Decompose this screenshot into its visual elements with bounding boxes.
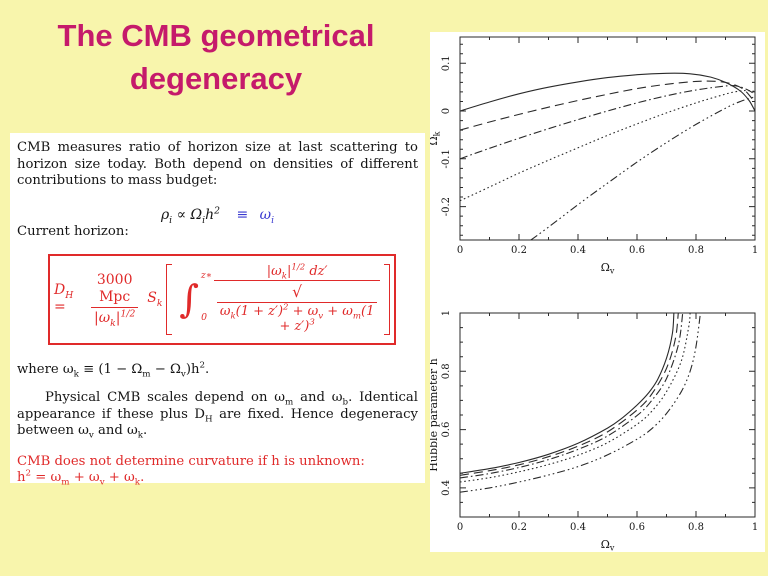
chart-svg-1: 0 0.2 0.4 0.6 0.8 1 0.4 0.6 0.8 1 Ωv Hubble paramet… (427, 310, 758, 553)
series-dash-dot-dot-dot (460, 313, 701, 493)
svg-text:0.6: 0.6 (629, 245, 645, 256)
svg-text:Ωv: Ωv (601, 538, 615, 553)
hubble-vs-omega-v-chart: 0 0.2 0.4 0.6 0.8 1 0.4 0.6 0.8 1 Ωv Hubble paramet… (427, 286, 765, 560)
eq-prefactor-fraction: 3000 Mpc |ωk|1/2 (84, 272, 145, 328)
series-dash-dot (460, 85, 755, 160)
current-horizon-label: Current horizon: (17, 224, 129, 239)
intro-paragraph: CMB measures ratio of horizon size at la… (17, 140, 418, 188)
chart-svg-0: 0 0.2 0.4 0.6 0.8 1 0.1 0 -0.1 -0.2 Ωv Ωk (427, 36, 758, 276)
sqrt-sign: √ (292, 283, 303, 302)
density-equation: ρi ∝ Ωih2 ≡ ωi (17, 204, 418, 226)
svg-text:-0.1: -0.1 (441, 149, 452, 168)
integrand-fraction: |ωk|1/2 dz′ √ωk(1 + z′)2 + ωv + ωm(1 + z… (214, 262, 381, 335)
svg-text:Ωv: Ωv (601, 261, 615, 276)
left-bracket (166, 263, 173, 335)
omega-k-vs-omega-v-chart: 0 0.2 0.4 0.6 0.8 1 0.1 0 -0.1 -0.2 Ωv Ωk (427, 32, 765, 286)
series-solid (460, 313, 675, 474)
series-dashed (460, 80, 753, 131)
svg-text:0.2: 0.2 (511, 245, 527, 256)
series-dash-dot-dot-dot (530, 96, 755, 240)
svg-text:0.8: 0.8 (688, 522, 704, 533)
svg-text:0: 0 (457, 245, 463, 256)
series-dotted (460, 313, 691, 483)
density-eq-blue: ≡ ωi (236, 206, 275, 226)
series-dotted (460, 89, 755, 202)
eq-prefactor-numerator: 3000 Mpc (96, 272, 133, 305)
svg-text:0: 0 (441, 108, 452, 114)
svg-text:0: 0 (457, 522, 463, 533)
svg-text:0.4: 0.4 (570, 522, 586, 533)
svg-text:0.8: 0.8 (441, 363, 452, 379)
density-eq-black: ρi ∝ Ωih2 (160, 204, 221, 226)
right-bracket (384, 263, 390, 335)
horizon-distance-equation-box: DH = 3000 Mpc |ωk|1/2 Sk ∫ z∗ 0 |ωk|1/2 … (48, 253, 396, 345)
series-solid (460, 72, 755, 112)
red-note-line1: CMB does not determine curvature if h is… (17, 453, 365, 469)
svg-text:0.8: 0.8 (688, 245, 704, 256)
svg-text:0.1: 0.1 (441, 55, 452, 71)
integrand-denominator: √ωk(1 + z′)2 + ωv + ωm(1 + z′)3 (214, 280, 381, 335)
svg-text:1: 1 (441, 310, 452, 316)
integral-sign: ∫ (179, 277, 199, 322)
svg-text:0.4: 0.4 (570, 245, 586, 256)
sqrt-content: ωk(1 + z′)2 + ωv + ωm(1 + z′)3 (217, 301, 378, 335)
integrand-numerator: |ωk|1/2 dz′ (266, 262, 328, 282)
svg-text:0.2: 0.2 (511, 522, 527, 533)
eq-prefactor-denominator: |ωk|1/2 (90, 306, 139, 328)
svg-text:Ωk: Ωk (430, 131, 442, 145)
svg-text:0.6: 0.6 (629, 522, 645, 533)
slide-title: The CMB geometrical degeneracy (0, 14, 432, 101)
title-line-2: degeneracy (129, 61, 303, 97)
svg-text:-0.2: -0.2 (441, 197, 452, 216)
series-dashed (460, 313, 679, 476)
integral: ∫ z∗ 0 (179, 270, 212, 324)
red-note-line2: h2 = ωm + ωv + ωk. (17, 469, 145, 489)
where-line: where ωk ≡ (1 − Ωm − Ωv)h2. (17, 360, 210, 380)
svg-text:1: 1 (752, 522, 758, 533)
svg-text:0.6: 0.6 (441, 422, 452, 438)
svg-text:1: 1 (752, 245, 758, 256)
figure-panel: 0 0.2 0.4 0.6 0.8 1 0.1 0 -0.1 -0.2 Ωv Ωk 0 0.2 0.4 0.… (427, 32, 765, 553)
svg-text:Hubble parameter h: Hubble parameter h (430, 358, 440, 471)
eq-lhs: DH = (54, 281, 74, 316)
text-panel: CMB measures ratio of horizon size at la… (10, 133, 425, 487)
title-line-1: The CMB geometrical (57, 18, 375, 53)
body-paragraph: Physical CMB scales depend on ωm and ωb.… (17, 390, 418, 442)
svg-text:0.4: 0.4 (441, 480, 452, 496)
series-dash-dot (460, 313, 684, 479)
eq-sk-prefactor: Sk (147, 290, 163, 310)
